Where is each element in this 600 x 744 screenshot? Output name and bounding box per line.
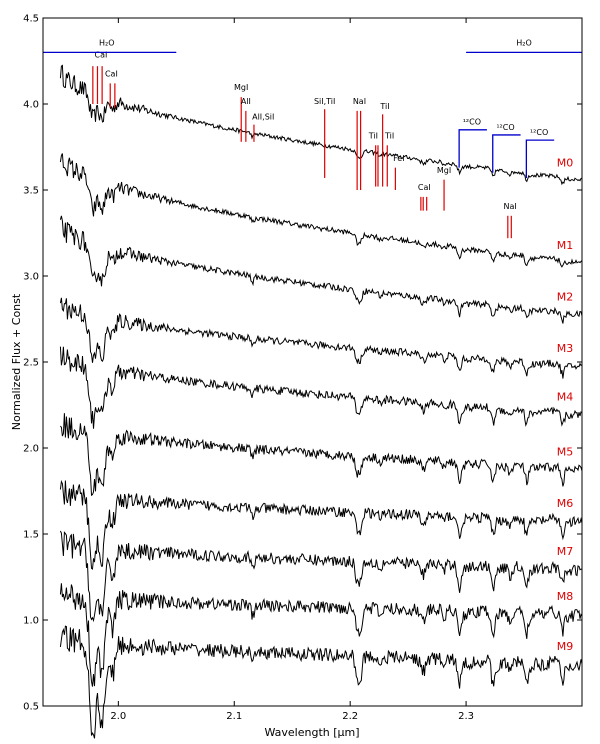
x-tick-label: 2.1 (226, 711, 242, 722)
line-label: AlI,SiI (252, 112, 274, 121)
spectrum-M7 (59, 530, 583, 623)
spectrum-M0 (59, 64, 583, 186)
type-label-M0: M0 (557, 156, 574, 169)
type-label-M8: M8 (557, 590, 574, 603)
spectral-type-labels: M0 M1 M2 M3 M4 M5 M6 M7 M8 M9 (557, 156, 574, 652)
line-label: AlI (241, 97, 251, 106)
type-label-M1: M1 (557, 239, 574, 252)
type-label-M3: M3 (557, 342, 574, 355)
co-bandhead-label: ¹²CO (530, 128, 548, 137)
y-axis: 0.5 1.0 1.5 2.0 2.5 3.0 3.5 4.0 4.5 (23, 14, 582, 713)
line-label: SiI,TiI (314, 97, 335, 106)
spectrum-M6 (59, 479, 583, 570)
co-bandhead-label: ¹²CO (463, 118, 481, 127)
type-label-M5: M5 (557, 445, 574, 458)
x-tick-label: 2.0 (110, 711, 126, 722)
spectrum-M1 (59, 153, 583, 268)
type-label-M9: M9 (557, 640, 574, 653)
co-bandhead (492, 134, 521, 173)
y-tick-label: 4.0 (23, 100, 39, 111)
spectrum-M8 (59, 583, 583, 687)
line-label: MgI (234, 83, 248, 92)
plot-background (43, 18, 582, 706)
y-axis-title: Normalized Flux + Const (10, 293, 23, 430)
x-tick-label: 2.2 (342, 711, 358, 722)
line-label: TiI (384, 131, 394, 140)
type-label-M7: M7 (557, 545, 574, 558)
co-bandhead (458, 129, 487, 168)
y-tick-label: 1.5 (23, 530, 39, 541)
line-label: TiI (379, 102, 389, 111)
water-band-label: H₂O (99, 39, 115, 48)
spectrum-M4 (59, 346, 583, 429)
y-tick-label: 0.5 (23, 702, 39, 713)
y-tick-label: 3.0 (23, 272, 39, 283)
x-tick-label: 2.3 (458, 711, 474, 722)
y-tick-label: 4.5 (23, 14, 39, 25)
type-label-M2: M2 (557, 291, 574, 304)
line-label: CaI (105, 69, 118, 78)
line-label: CaI (95, 51, 108, 60)
spectrum-M5 (60, 413, 583, 497)
spectra-series (59, 64, 583, 739)
spectrum-M3 (59, 297, 583, 379)
line-label: TiI (368, 131, 378, 140)
x-axis: 2.0 2.1 2.2 2.3 (110, 18, 474, 722)
y-tick-label: 2.0 (23, 444, 39, 455)
line-label: NaI (353, 97, 366, 106)
y-tick-label: 1.0 (23, 616, 39, 627)
spectrum-M9 (59, 625, 583, 739)
co-bandhead (525, 139, 555, 178)
line-label: MgI (437, 166, 451, 175)
type-label-M6: M6 (557, 497, 574, 510)
line-label: CaI (418, 183, 431, 192)
line-label: NaI (504, 202, 517, 211)
y-tick-label: 3.5 (23, 186, 39, 197)
co-bandhead-label: ¹²CO (496, 123, 514, 132)
x-axis-title: Wavelength [μm] (264, 726, 359, 739)
y-tick-label: 2.5 (23, 358, 39, 369)
line-label: FeI (393, 154, 404, 163)
spectrum-M2 (59, 215, 583, 324)
type-label-M4: M4 (557, 390, 574, 403)
water-band-label: H₂O (516, 39, 532, 48)
